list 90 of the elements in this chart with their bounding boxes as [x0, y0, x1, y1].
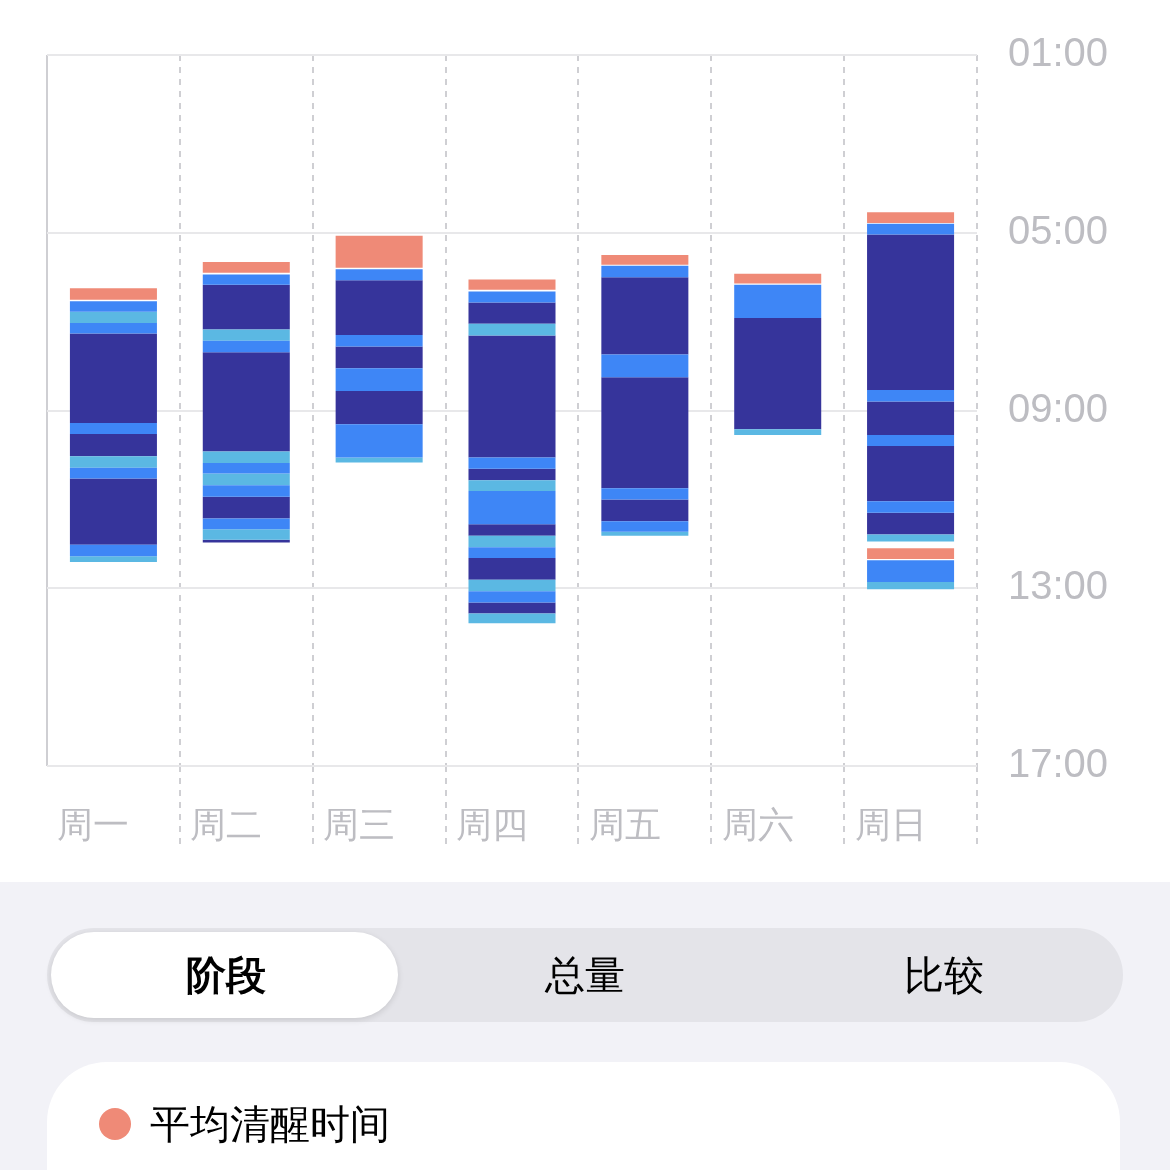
bar: [468, 279, 556, 290]
bar: [468, 302, 556, 324]
bar: [468, 613, 556, 624]
bar: [335, 280, 423, 335]
bar: [202, 274, 290, 285]
bar: [867, 234, 955, 391]
bar: [601, 499, 689, 522]
bar: [202, 485, 290, 497]
bar: [335, 368, 423, 391]
bar: [734, 273, 822, 284]
bar: [601, 277, 689, 355]
bar: [202, 284, 290, 330]
bar: [468, 558, 556, 580]
segmented-control: 阶段 总量 比较: [47, 928, 1123, 1022]
bar: [468, 579, 556, 592]
y-tick-label: 05:00: [1008, 207, 1109, 252]
bar: [202, 518, 290, 530]
bar: [69, 333, 157, 423]
y-tick-label: 13:00: [1008, 563, 1109, 608]
bar: [867, 446, 955, 502]
bar: [867, 534, 955, 542]
bar: [468, 524, 556, 536]
y-tick-label: 09:00: [1008, 385, 1109, 430]
bar: [202, 262, 290, 273]
bar: [335, 424, 423, 458]
bar: [335, 390, 423, 425]
bar: [468, 547, 556, 559]
x-tick-label: 周三: [323, 803, 396, 845]
y-tick-label: 01:00: [1008, 30, 1109, 75]
bar: [601, 377, 689, 489]
bar: [867, 434, 955, 447]
bar: [734, 318, 822, 430]
bar: [468, 323, 556, 336]
bar: [335, 346, 423, 369]
bar: [601, 265, 689, 278]
bar: [734, 284, 822, 319]
bar: [867, 212, 955, 223]
bar: [867, 512, 955, 535]
bar: [601, 521, 689, 532]
bar: [867, 582, 955, 590]
bar: [468, 490, 556, 525]
bar: [69, 456, 157, 468]
x-tick-label: 周六: [721, 803, 794, 845]
summary-card: 平均清醒时间: [47, 1062, 1120, 1170]
x-tick-label: 周日: [854, 803, 927, 845]
bar: [867, 501, 955, 513]
bar: [601, 531, 689, 536]
y-tick-label: 17:00: [1008, 741, 1109, 786]
bar: [202, 496, 290, 519]
bar: [468, 457, 556, 469]
bar: [202, 473, 290, 486]
bar: [468, 291, 556, 303]
bar: [468, 335, 556, 458]
bar: [69, 322, 157, 334]
bar: [335, 334, 423, 347]
bar: [468, 591, 556, 603]
bar: [734, 429, 822, 435]
bar: [601, 488, 689, 500]
bar: [69, 301, 157, 312]
bar: [202, 340, 290, 353]
bar: [468, 468, 556, 481]
bar: [335, 269, 423, 281]
x-tick-label: 周五: [588, 803, 661, 845]
bar: [69, 478, 157, 545]
bar: [468, 602, 556, 614]
bar: [202, 529, 290, 540]
bar: [69, 434, 157, 457]
bar: [202, 462, 290, 474]
bar: [202, 451, 290, 463]
bar: [69, 467, 157, 479]
bar: [335, 235, 423, 268]
bar: [867, 560, 955, 583]
bar: [69, 288, 157, 300]
bar: [202, 329, 290, 341]
bar: [468, 535, 556, 548]
bar: [601, 254, 689, 265]
x-tick-label: 周四: [456, 803, 528, 845]
bar: [867, 548, 955, 559]
x-tick-label: 周一: [57, 803, 130, 845]
bar: [69, 311, 157, 323]
bar: [601, 354, 689, 378]
bar: [69, 556, 157, 563]
bar: [69, 422, 157, 435]
bar: [867, 390, 955, 402]
bar: [468, 480, 556, 491]
bar: [202, 352, 290, 452]
bar: [69, 544, 157, 557]
x-tick-label: 周二: [190, 803, 263, 845]
bar: [867, 401, 955, 435]
bar: [867, 223, 955, 235]
